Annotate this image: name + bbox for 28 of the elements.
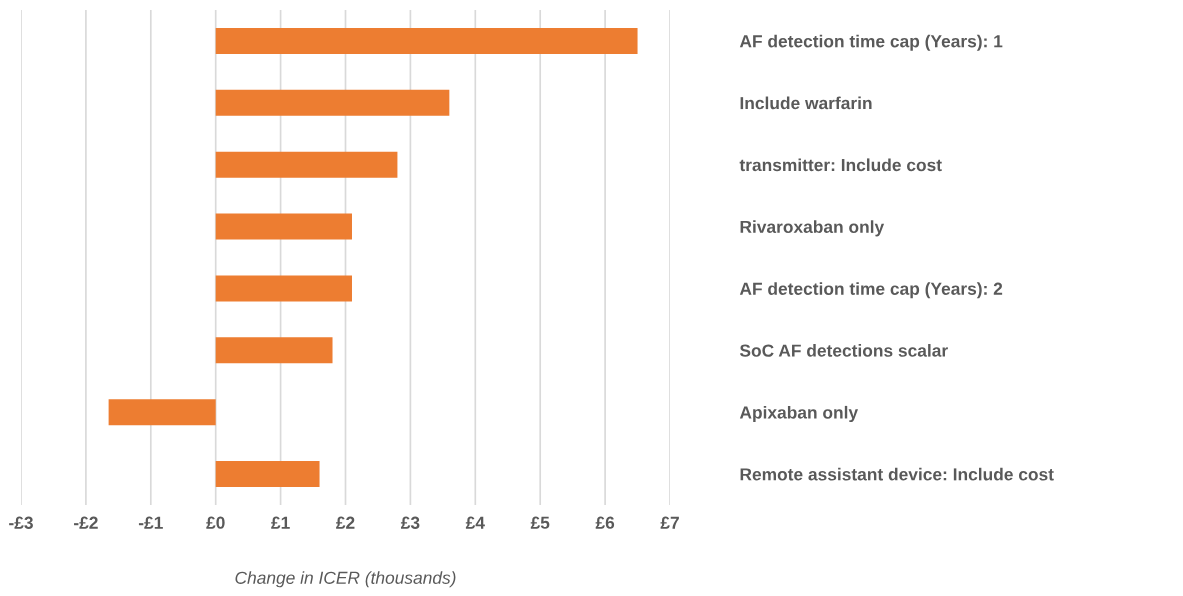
y-tick-label: transmitter: Include cost xyxy=(739,158,942,172)
y-tick-label: Remote assistant device: Include cost xyxy=(740,467,1054,481)
x-axis-title: Change in ICER (thousands) xyxy=(235,571,456,588)
x-tick-label: £4 xyxy=(465,516,485,529)
x-tick-label: £3 xyxy=(400,516,420,529)
y-tick-label: Include warfarin xyxy=(740,96,872,110)
bar xyxy=(215,151,398,178)
bar xyxy=(215,27,638,54)
x-tick-label: £2 xyxy=(336,516,355,529)
x-tick-label: £7 xyxy=(660,516,679,529)
x-tick-label: -£2 xyxy=(74,516,98,529)
x-tick-label: -£1 xyxy=(138,516,163,529)
bar xyxy=(215,275,352,302)
x-tick-label: £0 xyxy=(206,516,225,529)
x-tick-label: £1 xyxy=(271,516,290,529)
bar xyxy=(215,213,352,240)
y-tick-label: AF detection time cap (Years): 1 xyxy=(739,34,1003,51)
bar xyxy=(215,89,450,116)
x-tick-label: £5 xyxy=(530,516,550,529)
y-tick-label: Rivaroxaban only xyxy=(740,220,885,237)
bar xyxy=(215,461,320,488)
y-tick-label: Apixaban only xyxy=(739,405,859,423)
y-tick-label: SoC AF detections scalar xyxy=(739,344,948,357)
bar xyxy=(108,399,216,426)
bar xyxy=(215,337,333,364)
y-tick-label: AF detection time cap (Years): 2 xyxy=(739,282,1003,299)
x-tick-label: £6 xyxy=(595,516,615,529)
x-tick-label: -£3 xyxy=(9,516,33,529)
